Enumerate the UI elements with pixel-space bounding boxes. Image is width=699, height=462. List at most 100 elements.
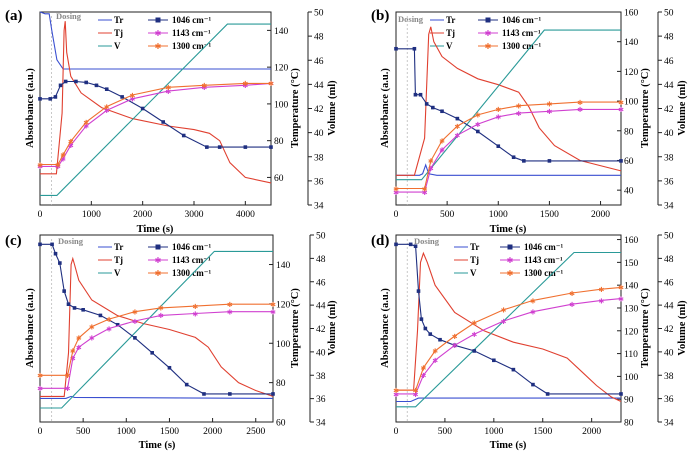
volume-tick-label: 36 bbox=[314, 177, 324, 187]
data-point-s1046 bbox=[140, 106, 145, 111]
data-point-s1046 bbox=[66, 302, 71, 306]
temp-tick-label: 130 bbox=[624, 304, 639, 314]
data-point-s1046 bbox=[431, 105, 435, 110]
data-point-s1300: ✱ bbox=[420, 365, 426, 373]
dosing-annotation: Dosing bbox=[56, 11, 82, 21]
volume-tick-label: 34 bbox=[664, 202, 674, 212]
x-tick-label: 1000 bbox=[82, 210, 101, 220]
data-point-s1046 bbox=[120, 95, 124, 99]
data-point-s1300: ✱ bbox=[132, 308, 138, 316]
volume-tick-label: 42 bbox=[664, 325, 674, 335]
data-point-s1143: ✱ bbox=[83, 123, 89, 131]
x-tick-label: 0 bbox=[38, 210, 43, 220]
data-point-s1143: ✱ bbox=[577, 106, 583, 114]
data-point-s1300: ✱ bbox=[452, 333, 458, 341]
legend-marker-1300: ✱ bbox=[507, 269, 514, 278]
data-point-s1300: ✱ bbox=[268, 80, 274, 88]
volume-tick-label: 36 bbox=[664, 177, 674, 187]
data-point-s1046 bbox=[492, 358, 496, 363]
legend-label-1300: 1300 cm⁻¹ bbox=[172, 268, 211, 278]
x-tick-label: 2500 bbox=[246, 427, 265, 437]
data-point-s1300: ✱ bbox=[530, 297, 536, 305]
data-point-s1300: ✱ bbox=[60, 152, 66, 160]
series-line-s1143 bbox=[396, 298, 622, 395]
legend-marker-1143: ✱ bbox=[507, 256, 514, 265]
data-point-s1300: ✱ bbox=[393, 387, 399, 395]
series-line-s1046 bbox=[396, 48, 621, 162]
legend-label-1046: 1046 cm⁻¹ bbox=[502, 15, 541, 25]
data-point-s1143: ✱ bbox=[55, 163, 61, 171]
x-tick-label: 1500 bbox=[540, 210, 559, 220]
volume-tick-label: 46 bbox=[316, 278, 326, 288]
y-axis-title-absorbance: Absorbance (a.u.) bbox=[380, 288, 391, 368]
data-point-s1143: ✱ bbox=[618, 295, 624, 303]
legend-label-1046: 1046 cm⁻¹ bbox=[524, 242, 563, 252]
data-point-s1046 bbox=[228, 392, 232, 396]
data-point-s1046 bbox=[269, 145, 273, 149]
temp-tick-label: 120 bbox=[624, 68, 639, 78]
x-tick-label: 2000 bbox=[591, 210, 610, 220]
x-axis-title: Time (s) bbox=[139, 440, 176, 451]
data-point-s1046 bbox=[53, 95, 58, 99]
plot-layer: 0 1000 2000 3000 4000 60 80 100 120 140 34 36 38 40 42… bbox=[37, 9, 324, 221]
legend-label-1300: 1300 cm⁻¹ bbox=[524, 268, 563, 278]
data-point-s1143: ✱ bbox=[158, 312, 164, 320]
volume-tick-label: 38 bbox=[316, 372, 326, 382]
data-point-s1143: ✱ bbox=[70, 355, 76, 363]
volume-tick-label: 40 bbox=[314, 129, 324, 139]
data-point-s1300: ✱ bbox=[158, 305, 164, 313]
data-point-s1300: ✱ bbox=[192, 303, 198, 311]
data-point-s1300: ✱ bbox=[70, 348, 76, 356]
data-point-s1300: ✱ bbox=[106, 316, 112, 324]
data-point-s1143: ✱ bbox=[475, 121, 481, 129]
volume-tick-label: 48 bbox=[316, 255, 326, 265]
y-axis-title-temperature: Temperature (°C) bbox=[290, 288, 301, 368]
data-point-s1143: ✱ bbox=[132, 318, 138, 326]
temp-tick-label: 120 bbox=[624, 327, 639, 337]
y-axis-title-volume: Volume (ml) bbox=[677, 80, 688, 136]
temp-tick-label: 100 bbox=[624, 373, 639, 383]
data-point-s1300: ✱ bbox=[428, 158, 434, 166]
data-point-s1143: ✱ bbox=[454, 132, 460, 140]
data-point-s1300: ✱ bbox=[129, 92, 135, 100]
series-line-s1300 bbox=[40, 303, 273, 376]
temp-tick-label: 100 bbox=[624, 98, 639, 108]
data-point-s1300: ✱ bbox=[546, 101, 552, 109]
series-line-s1300 bbox=[396, 101, 621, 190]
y-axis-title-temperature: Temperature (°C) bbox=[640, 68, 651, 148]
volume-tick-label: 38 bbox=[664, 153, 674, 163]
data-point-s1046 bbox=[408, 242, 413, 247]
legend-label-tj: Tj bbox=[114, 255, 123, 265]
data-point-s1143: ✱ bbox=[89, 335, 95, 343]
legend-marker-1300: ✱ bbox=[485, 42, 492, 51]
data-point-s1046 bbox=[416, 289, 421, 293]
data-point-s1143: ✱ bbox=[268, 80, 274, 88]
volume-tick-label: 36 bbox=[316, 395, 326, 405]
x-tick-label: 1000 bbox=[484, 427, 503, 437]
data-point-s1300: ✱ bbox=[76, 335, 82, 343]
legend-marker-1046 bbox=[155, 17, 161, 23]
volume-tick-label: 50 bbox=[664, 232, 674, 242]
x-tick-label: 2000 bbox=[133, 210, 152, 220]
data-point-s1300: ✱ bbox=[65, 372, 71, 380]
legend-label-1143: 1143 cm⁻¹ bbox=[524, 255, 563, 265]
data-point-s1300: ✱ bbox=[569, 290, 575, 298]
series-line-Tj bbox=[396, 26, 622, 176]
series-line-s1143 bbox=[396, 108, 621, 193]
temp-tick-label: 120 bbox=[274, 64, 289, 74]
data-point-s1046 bbox=[522, 159, 526, 163]
volume-tick-label: 48 bbox=[664, 255, 674, 265]
legend-marker-1300: ✱ bbox=[155, 269, 162, 278]
x-tick-label: 0 bbox=[394, 427, 399, 437]
temp-tick-label: 100 bbox=[274, 100, 289, 110]
data-point-s1046 bbox=[133, 336, 137, 340]
data-point-s1046 bbox=[181, 133, 186, 138]
temp-tick-label: 80 bbox=[276, 379, 286, 389]
data-point-s1300: ✱ bbox=[201, 82, 207, 90]
series-line-Tr bbox=[39, 11, 271, 70]
temp-tick-label: 160 bbox=[624, 236, 639, 246]
data-point-s1046 bbox=[413, 244, 418, 249]
data-point-s1046 bbox=[412, 46, 417, 51]
panel-label: (b) bbox=[371, 8, 389, 24]
